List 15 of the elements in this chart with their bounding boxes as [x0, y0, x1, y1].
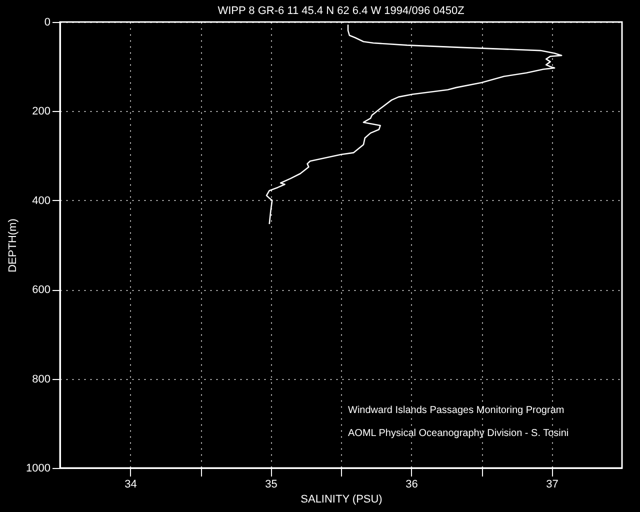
y-tick-label: 1000 — [26, 462, 50, 474]
y-tick-label: 0 — [44, 16, 50, 28]
y-tick-label: 400 — [32, 194, 50, 207]
x-tick-label: 35 — [265, 478, 278, 490]
x-tick-label: 37 — [546, 478, 558, 490]
chart-title: WIPP 8 GR-6 11 45.4 N 62 6.4 W 1994/096 0450Z — [218, 5, 465, 17]
y-tick-label: 800 — [32, 373, 50, 386]
y-tick-label: 200 — [32, 106, 50, 118]
x-tick-label: 36 — [406, 478, 418, 490]
x-tick-label: 34 — [124, 478, 137, 490]
annotation: Windward Islands Passages Monitoring Program — [348, 405, 564, 416]
y-axis-title: DEPTH(m) — [7, 218, 20, 272]
y-tick-label: 600 — [32, 284, 50, 296]
annotation: AOML Physical Oceanography Division - S. Tosini — [348, 428, 569, 439]
x-axis-title: SALINITY (PSU) — [300, 494, 382, 506]
